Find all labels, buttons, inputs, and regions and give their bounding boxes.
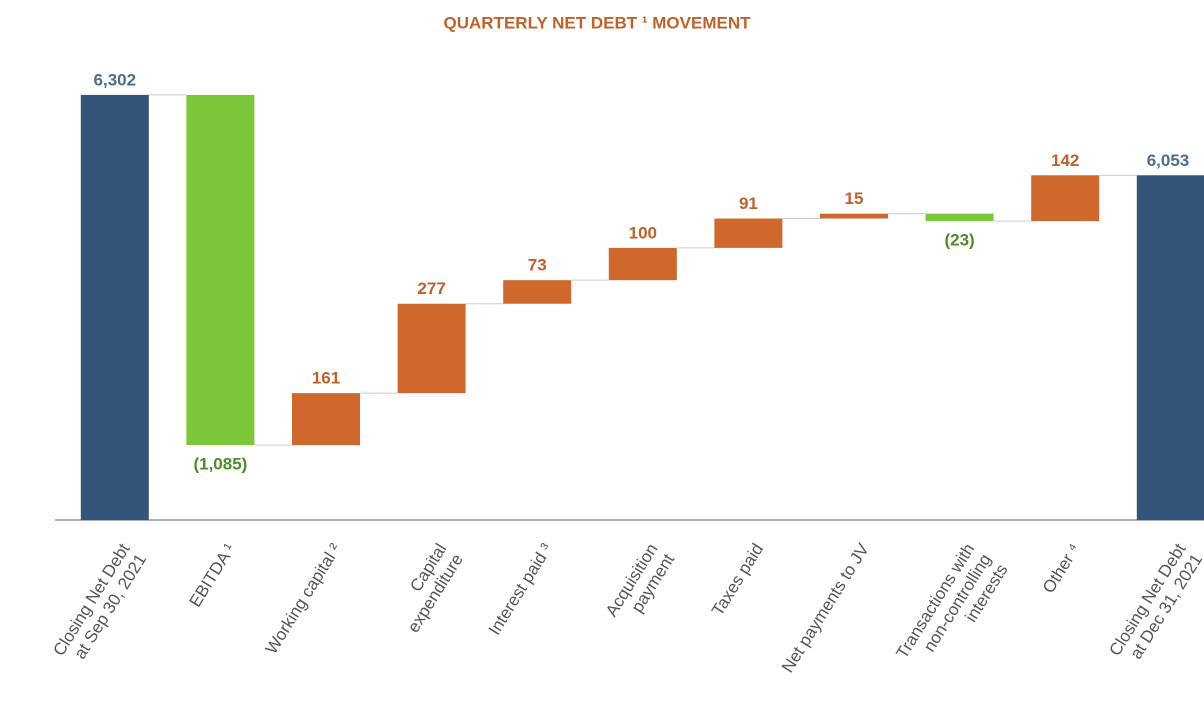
x-tick-label: Net payments to JV — [778, 540, 873, 676]
x-tick-label-line: Interest paid ³ — [485, 540, 556, 639]
value-label: 100 — [629, 223, 657, 242]
value-label: 277 — [417, 279, 445, 298]
x-tick-label: Taxes paid — [708, 540, 767, 619]
bar — [714, 218, 783, 248]
bar — [1136, 175, 1204, 520]
bar — [503, 280, 572, 304]
x-tick-label: Interest paid ³ — [485, 540, 556, 639]
bar — [1031, 175, 1100, 222]
bar — [608, 247, 677, 281]
bar — [80, 94, 149, 521]
bar — [925, 213, 994, 222]
bar — [186, 94, 255, 446]
value-label: 6,053 — [1147, 151, 1190, 170]
x-tick-label-line: EBITDA ¹ — [186, 540, 240, 610]
bar — [397, 303, 466, 394]
value-label: 91 — [739, 194, 758, 213]
chart-title: QUARTERLY NET DEBT ¹ MOVEMENT — [444, 13, 752, 32]
x-tick-label: Capitalexpenditure — [388, 540, 468, 636]
value-label: (23) — [944, 231, 974, 250]
value-label: 161 — [312, 369, 340, 388]
x-tick-label: Other ⁴ — [1039, 540, 1084, 596]
x-tick-label: Working capital ² — [262, 540, 345, 657]
x-tick-label: Closing Net Debtat Dec 31, 2021 — [1106, 540, 1204, 670]
x-tick-label: EBITDA ¹ — [186, 540, 240, 610]
value-label: 142 — [1051, 151, 1079, 170]
x-tick-label: Transactions withnon-controllinginterest… — [893, 540, 1012, 682]
bar — [820, 213, 888, 219]
value-label: 15 — [845, 189, 864, 208]
bar — [292, 393, 360, 446]
value-label: (1,085) — [193, 455, 247, 474]
x-tick-label-line: Net payments to JV — [778, 540, 873, 676]
value-label: 73 — [528, 256, 547, 275]
value-label: 6,302 — [94, 70, 137, 89]
x-tick-label-line: Taxes paid — [708, 540, 767, 619]
x-tick-label: Closing Net Debtat Sep 30, 2021 — [50, 540, 151, 670]
x-tick-label: Acquisitionpayment — [602, 540, 678, 630]
x-tick-label-line: Working capital ² — [262, 540, 345, 657]
x-tick-label-line: Other ⁴ — [1039, 540, 1084, 596]
